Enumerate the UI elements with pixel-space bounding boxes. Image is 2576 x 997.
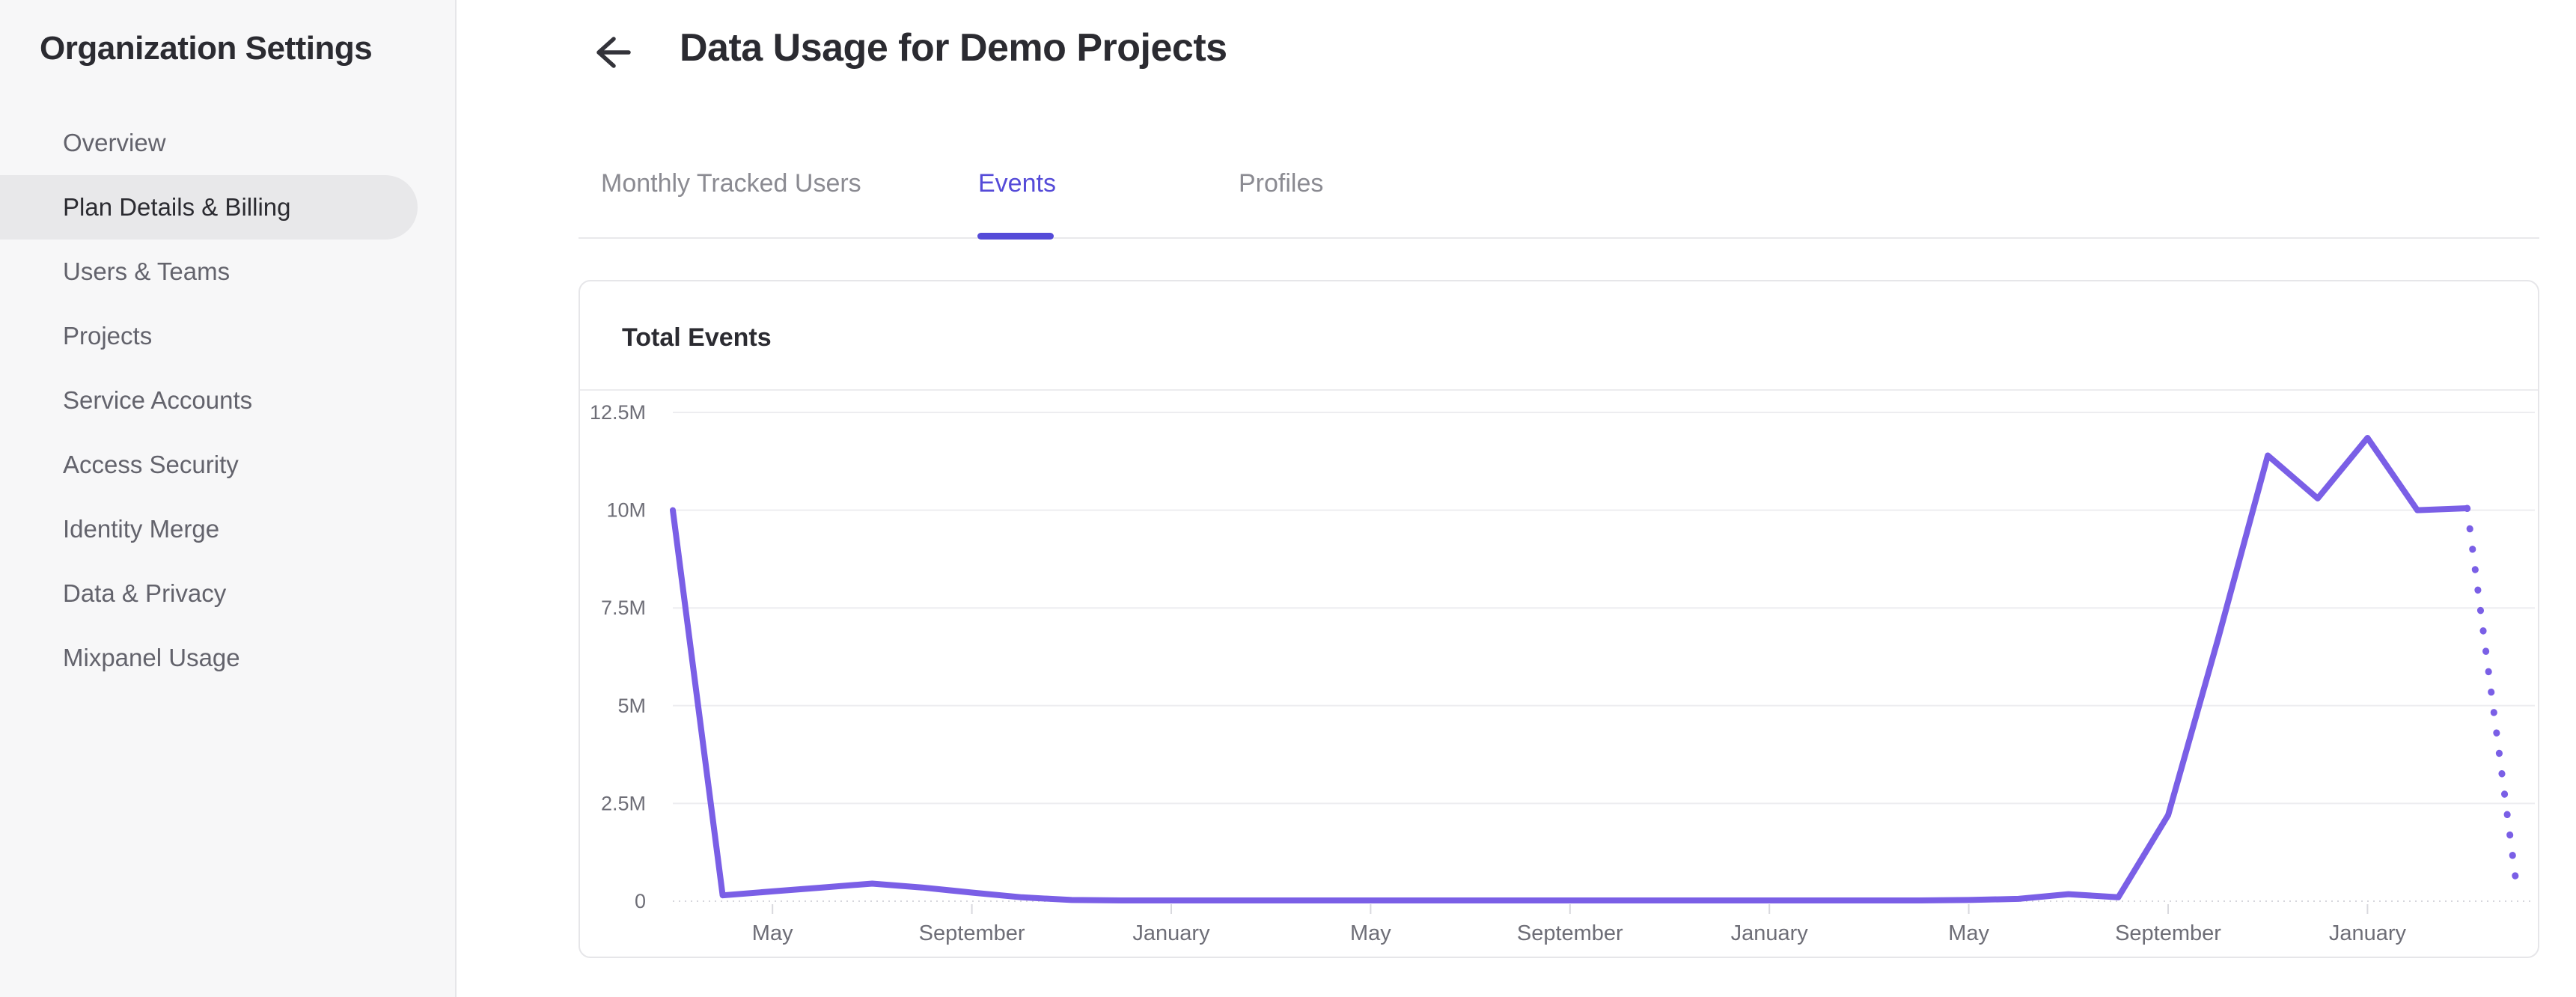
x-axis-tick-label: January	[2329, 921, 2407, 945]
x-axis-tick-label: September	[2115, 921, 2221, 945]
y-axis-tick-label: 5M	[617, 695, 646, 717]
sidebar-item-service-accounts[interactable]: Service Accounts	[63, 386, 253, 414]
total-events-card: Total Events 12.5M 10M 7.5M 5M 2.5M 0 May Septe…	[579, 280, 2539, 958]
tab-events[interactable]: Events	[978, 169, 1056, 198]
sidebar-item-data-and-privacy[interactable]: Data & Privacy	[63, 579, 227, 607]
sidebar-item-mixpanel-usage[interactable]: Mixpanel Usage	[63, 644, 240, 671]
sidebar-item-plan-details-and-billing[interactable]: Plan Details & Billing	[0, 175, 418, 240]
tab-monthly-tracked-users[interactable]: Monthly Tracked Users	[601, 169, 861, 198]
y-axis-tick-label: 0	[635, 890, 646, 912]
x-axis-tick-label: January	[1132, 921, 1210, 945]
total-events-line-chart: 12.5M 10M 7.5M 5M 2.5M 0 May September January Ma…	[590, 401, 2535, 945]
sidebar-nav: Overview Plan Details & Billing Users & Te…	[0, 111, 457, 690]
card-header-divider	[580, 389, 2538, 391]
sidebar-heading: Organization Settings	[40, 30, 373, 67]
sidebar: Organization Settings Overview Plan Detai…	[0, 0, 457, 997]
sidebar-item-access-security[interactable]: Access Security	[63, 451, 239, 478]
total-events-line-projected-dotted	[2464, 504, 2521, 893]
x-axis-tick-label: September	[919, 921, 1025, 945]
sidebar-item-identity-merge[interactable]: Identity Merge	[63, 515, 220, 543]
y-axis-tick-label: 10M	[606, 499, 646, 522]
arrow-left-icon	[596, 37, 631, 68]
x-axis-tick-label: January	[1731, 921, 1809, 945]
tabs-divider	[579, 237, 2539, 239]
sidebar-item-projects[interactable]: Projects	[63, 322, 153, 350]
total-events-line-solid	[670, 435, 2470, 903]
tab-profiles[interactable]: Profiles	[1239, 169, 1324, 198]
x-axis-tick-label: May	[752, 921, 793, 945]
active-tab-underline	[977, 233, 1054, 240]
y-axis-tick-label: 12.5M	[590, 401, 646, 424]
sidebar-item-overview[interactable]: Overview	[63, 129, 166, 156]
back-button[interactable]	[590, 30, 635, 75]
x-axis-tick-label: September	[1517, 921, 1623, 945]
y-axis-tick-label: 7.5M	[601, 597, 646, 619]
y-axis-tick-label: 2.5M	[601, 792, 646, 814]
x-axis-tick-label: May	[1948, 921, 1989, 945]
x-axis-tick-label: May	[1350, 921, 1391, 945]
card-title: Total Events	[622, 323, 772, 352]
page-title: Data Usage for Demo Projects	[680, 26, 1227, 70]
sidebar-item-users-and-teams[interactable]: Users & Teams	[63, 257, 231, 285]
